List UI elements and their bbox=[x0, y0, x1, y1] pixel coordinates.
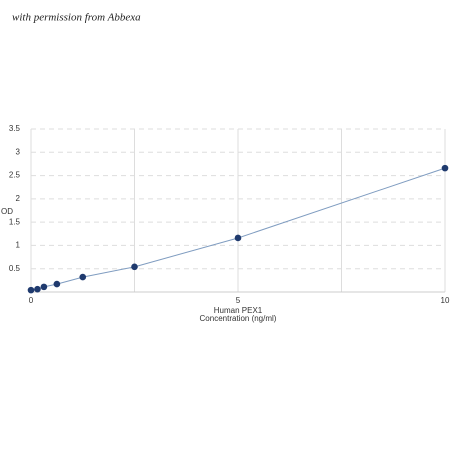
x-axis-label: Human PEX1 bbox=[214, 306, 263, 315]
y-axis-label: OD bbox=[1, 207, 13, 216]
data-point bbox=[27, 286, 35, 294]
x-tick-label: 0 bbox=[29, 296, 34, 305]
data-point bbox=[79, 273, 87, 281]
x-axis-label: Concentration (ng/ml) bbox=[200, 314, 277, 323]
x-tick-label: 10 bbox=[441, 296, 450, 305]
y-tick-label: 1 bbox=[16, 241, 21, 250]
data-point bbox=[53, 280, 61, 288]
data-point bbox=[234, 234, 242, 242]
y-tick-label: 0.5 bbox=[9, 264, 21, 273]
x-tick-label: 5 bbox=[236, 296, 241, 305]
data-point bbox=[40, 283, 48, 291]
data-point bbox=[34, 285, 41, 293]
y-tick-label: 1.5 bbox=[9, 217, 21, 226]
y-tick-label: 3.5 bbox=[9, 124, 21, 133]
y-tick-label: 2.5 bbox=[9, 171, 21, 180]
data-point bbox=[131, 263, 138, 271]
y-tick-label: 3 bbox=[16, 147, 21, 156]
watermark: with permission from Abbexa bbox=[12, 12, 141, 24]
data-point bbox=[441, 164, 449, 172]
y-tick-label: 2 bbox=[16, 194, 21, 203]
